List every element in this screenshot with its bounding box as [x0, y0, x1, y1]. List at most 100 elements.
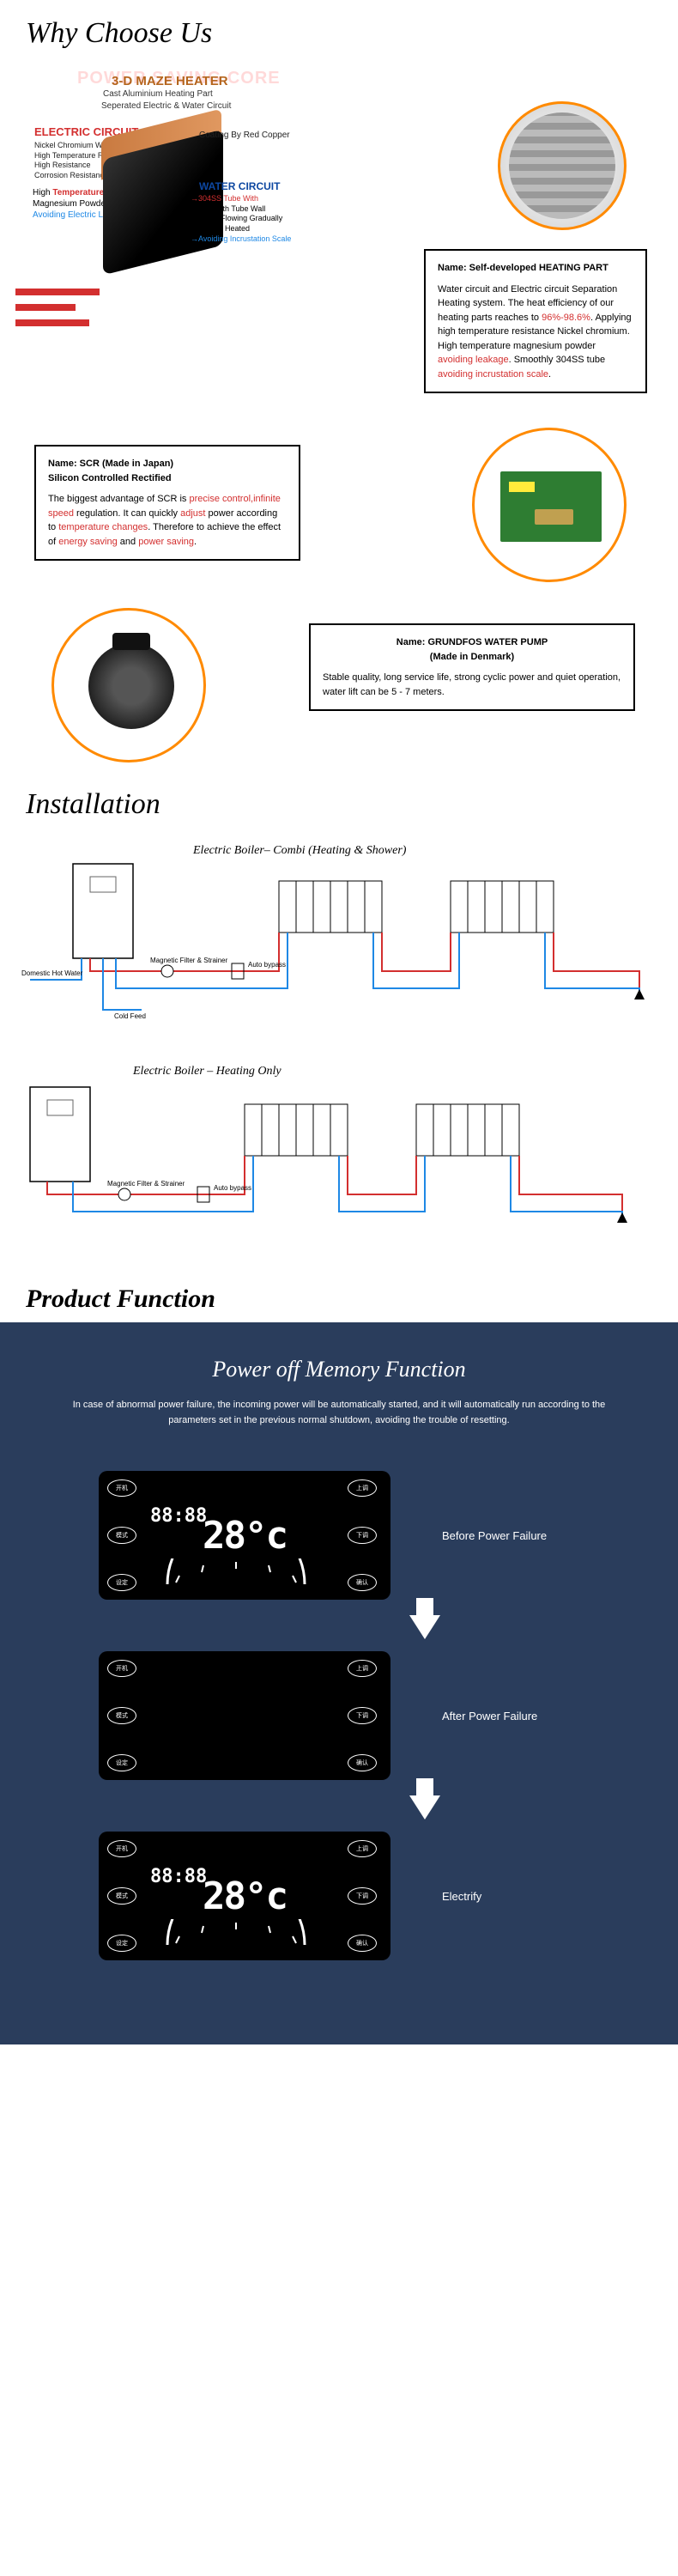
n1: Name: GRUNDFOS WATER PUMP	[323, 635, 621, 650]
t: High	[33, 188, 52, 197]
w1b: Smooth Tube Wall	[191, 204, 291, 215]
state-label: Electrify	[442, 1890, 579, 1903]
state-before: 开机模式设定 上调下调确认 88:88 28°c Before Power Fa…	[26, 1471, 652, 1600]
installation-title: Installation	[0, 771, 678, 829]
navy-desc: In case of abnormal power failure, the i…	[64, 1398, 614, 1428]
oval-icon: 设定	[107, 1935, 136, 1952]
tube-image-circle	[498, 101, 627, 230]
cold-label: Cold Feed	[114, 1012, 146, 1020]
pump-row: Name: GRUNDFOS WATER PUMP (Made in Denma…	[0, 608, 678, 771]
time-readout: 88:88	[150, 1505, 207, 1527]
t: . Smoothly 304SS tube	[509, 355, 606, 365]
ab-label2: Auto bypass	[214, 1184, 251, 1192]
t-red: temperature changes	[58, 522, 148, 532]
w1a: →304SS Tube With	[191, 194, 291, 204]
arrow-down-icon	[409, 1615, 440, 1639]
oval-icon: 上调	[348, 1479, 377, 1497]
n2: Silicon Controlled Rectified	[48, 471, 287, 486]
installation-diagrams: Electric Boiler– Combi (Heating & Shower…	[0, 829, 678, 1263]
w2a: →Water Flowing Gradually	[191, 214, 291, 224]
navy-title: Power off Memory Function	[26, 1357, 652, 1382]
display-on: 开机模式设定 上调下调确认 88:88 28°c	[99, 1471, 390, 1600]
oval-icon: 上调	[348, 1840, 377, 1857]
heating-part-box: Name: Self-developed HEATING PART Water …	[424, 249, 647, 393]
red-bar	[15, 319, 89, 326]
scr-circle	[472, 428, 627, 582]
oval-icon: 模式	[107, 1707, 136, 1724]
t-red: Temperature	[52, 188, 104, 197]
t: regulation. It can quickly	[74, 508, 180, 519]
box-body: The biggest advantage of SCR is precise …	[48, 492, 287, 549]
oval-icon: 确认	[348, 1935, 377, 1952]
w3: →Avoiding Incrustation Scale	[191, 234, 291, 245]
pcb-image	[500, 471, 602, 542]
t-red: avoiding incrustation scale	[438, 369, 548, 380]
time-readout: 88:88	[150, 1866, 207, 1887]
t-red: power saving	[138, 537, 194, 547]
state-label: Before Power Failure	[442, 1529, 579, 1542]
arrow	[26, 1615, 652, 1639]
oval-icon: 下调	[348, 1527, 377, 1544]
gauge-icon	[150, 1919, 322, 1948]
pump-box: Name: GRUNDFOS WATER PUMP (Made in Denma…	[309, 623, 635, 711]
heating-only-title: Electric Boiler – Heating Only	[132, 1065, 281, 1078]
oval-icon: 开机	[107, 1479, 136, 1497]
display-on: 开机模式设定 上调下调确认 88:88 28°c	[99, 1832, 390, 1960]
why-choose-title: Why Choose Us	[0, 0, 678, 58]
scr-row: Name: SCR (Made in Japan) Silicon Contro…	[0, 428, 678, 599]
product-function-title: Product Function	[0, 1263, 678, 1322]
oval-icon: 设定	[107, 1574, 136, 1591]
state-label: After Power Failure	[442, 1710, 579, 1722]
state-electrify: 开机模式设定 上调下调确认 88:88 28°c Electrify	[26, 1832, 652, 1960]
t-red: avoiding leakage	[438, 355, 509, 365]
oval-icon: 设定	[107, 1754, 136, 1771]
temp-readout: 28°c	[203, 1514, 287, 1558]
pump-image	[88, 643, 174, 729]
box-name: Name: Self-developed HEATING PART	[438, 261, 633, 276]
gauge-icon	[150, 1558, 322, 1588]
ab-label: Auto bypass	[248, 961, 286, 969]
t-red: energy saving	[58, 537, 118, 547]
red-bar	[15, 289, 100, 295]
display-off: 开机模式设定 上调下调确认	[99, 1651, 390, 1780]
box-name: Name: GRUNDFOS WATER PUMP (Made in Denma…	[323, 635, 621, 664]
oval-icon: 开机	[107, 1840, 136, 1857]
t-red: adjust	[180, 508, 205, 519]
power-off-memory-section: Power off Memory Function In case of abn…	[0, 1322, 678, 2044]
t: .	[194, 537, 197, 547]
box-name: Name: SCR (Made in Japan) Silicon Contro…	[48, 457, 287, 485]
water-circuit-title: WATER CIRCUIT	[199, 180, 280, 192]
mfs-label2: Magnetic Filter & Strainer	[107, 1180, 185, 1188]
t: .	[548, 369, 551, 380]
oval-icon: 上调	[348, 1660, 377, 1677]
heater-3d-title: 3-D MAZE HEATER	[112, 74, 228, 88]
t: and	[118, 537, 138, 547]
water-circuit-list: →304SS Tube With Smooth Tube Wall →Water…	[191, 194, 291, 244]
pump-circle	[51, 608, 206, 762]
heater-sep: Seperated Electric & Water Circuit	[101, 101, 231, 111]
oval-icon: 确认	[348, 1754, 377, 1771]
mfs-label: Magnetic Filter & Strainer	[150, 957, 228, 964]
oval-icon: 下调	[348, 1707, 377, 1724]
scr-box: Name: SCR (Made in Japan) Silicon Contro…	[34, 445, 300, 561]
oval-icon: 确认	[348, 1574, 377, 1591]
temp-readout: 28°c	[203, 1874, 287, 1918]
hero-diagram: POWER SAVING CORE 3-D MAZE HEATER Cast A…	[0, 58, 678, 368]
arrow-down-icon	[409, 1795, 440, 1820]
n2: (Made in Denmark)	[323, 650, 621, 665]
state-after: 开机模式设定 上调下调确认 After Power Failure	[26, 1651, 652, 1780]
box-body: Water circuit and Electric circuit Separ…	[438, 283, 633, 382]
arrow	[26, 1795, 652, 1820]
n1: Name: SCR (Made in Japan)	[48, 457, 287, 471]
t: The biggest advantage of SCR is	[48, 494, 189, 504]
combi-title: Electric Boiler– Combi (Heating & Shower…	[192, 844, 407, 857]
t-red: 96%-98.6%	[542, 313, 590, 323]
oval-icon: 模式	[107, 1527, 136, 1544]
coating-label: Coating By Red Copper	[199, 131, 290, 140]
oval-icon: 开机	[107, 1660, 136, 1677]
oval-icon: 模式	[107, 1887, 136, 1905]
dhw-label: Domestic Hot Water	[21, 969, 83, 977]
red-bar	[15, 304, 76, 311]
oval-icon: 下调	[348, 1887, 377, 1905]
heater-cast: Cast Aluminium Heating Part	[103, 89, 213, 99]
